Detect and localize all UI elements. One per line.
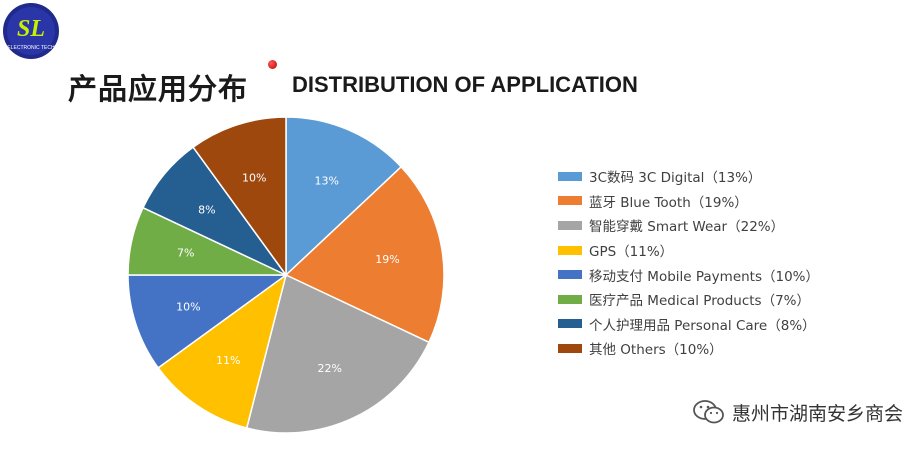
pie-slice <box>285 116 403 277</box>
watermark-text: 惠州市湖南安乡商会 <box>731 402 903 425</box>
legend-swatch <box>558 171 582 181</box>
pie-slice <box>245 273 430 434</box>
legend-swatch <box>558 220 582 230</box>
legend-swatch <box>558 245 582 255</box>
legend-label: 3C数码 3C Digital（13%） <box>589 170 762 187</box>
legend-item: GPS（11%） <box>558 238 819 263</box>
pie-slice <box>284 165 445 344</box>
data-label: 22% <box>318 362 342 375</box>
legend-item: 其他 Others（10%） <box>558 336 819 361</box>
data-label: 19% <box>375 253 399 266</box>
decorative-dot <box>268 60 277 69</box>
legend-swatch <box>558 294 582 304</box>
data-label: 7% <box>177 247 194 260</box>
legend-swatch <box>558 319 582 329</box>
legend-item: 移动支付 Mobile Payments（10%） <box>558 262 819 287</box>
legend-label: 智能穿戴 Smart Wear（22%） <box>589 219 785 236</box>
chart-legend: 3C数码 3C Digital（13%） 蓝牙 Blue Tooth（19%） 智能… <box>558 164 819 361</box>
data-label: 11% <box>216 354 240 367</box>
watermark: 惠州市湖南安乡商会 <box>692 398 903 426</box>
legend-item: 蓝牙 Blue Tooth（19%） <box>558 189 819 214</box>
legend-item: 医疗产品 Medical Products（7%） <box>558 287 819 312</box>
data-label: 8% <box>198 204 215 217</box>
company-logo: SL ELECTRONIC TECH <box>3 3 59 59</box>
legend-label: GPS（11%） <box>589 244 674 261</box>
legend-label: 其他 Others（10%） <box>589 342 723 359</box>
legend-swatch <box>558 343 582 353</box>
data-label: 10% <box>242 171 266 184</box>
legend-item: 个人护理用品 Personal Care（8%） <box>558 312 819 337</box>
legend-label: 蓝牙 Blue Tooth（19%） <box>589 194 748 211</box>
data-label: 10% <box>176 301 200 314</box>
legend-swatch <box>558 270 582 280</box>
page-title-en: DISTRIBUTION OF APPLICATION <box>292 72 638 97</box>
pie-slice <box>192 116 287 278</box>
legend-swatch <box>558 196 582 206</box>
page-title-cn: 产品应用分布 <box>68 72 249 106</box>
wechat-icon <box>693 400 724 424</box>
legend-label: 医疗产品 Medical Products（7%） <box>589 293 811 310</box>
legend-label: 移动支付 Mobile Payments（10%） <box>589 268 820 285</box>
legend-item: 智能穿戴 Smart Wear（22%） <box>558 213 819 238</box>
data-label: 13% <box>315 175 339 188</box>
logo-text: SL <box>17 16 45 42</box>
pie-slice <box>127 274 289 369</box>
logo-subtext: ELECTRONIC TECH <box>7 45 55 51</box>
pie-slice <box>157 273 288 429</box>
legend-label: 个人护理用品 Personal Care（8%） <box>589 317 816 334</box>
legend-item: 3C数码 3C Digital（13%） <box>558 164 819 189</box>
